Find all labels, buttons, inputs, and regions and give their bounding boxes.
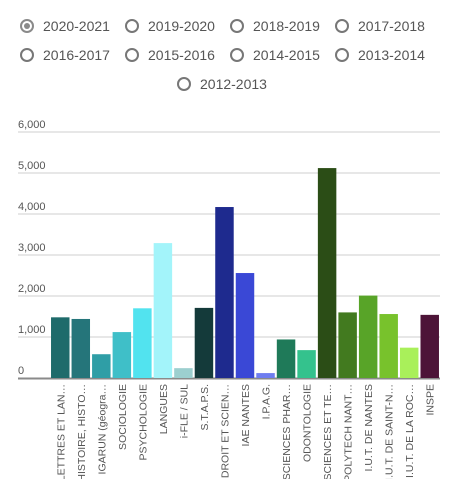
bar-2[interactable] (71, 318, 91, 378)
x-tick-label: I.U.T. DE SAINT-N… (384, 384, 396, 479)
bar-4[interactable] (112, 332, 132, 378)
radio-circle-icon[interactable] (177, 77, 191, 91)
bar-5[interactable] (133, 308, 152, 378)
x-tick-label: PSYCHOLOGIE (137, 384, 149, 460)
radio-circle-icon[interactable] (20, 48, 34, 62)
bar-1[interactable] (51, 317, 70, 378)
y-axis: 0 1,000 2,000 3,000 4,000 5,000 6,000 (18, 119, 46, 377)
radio-circle-icon[interactable] (125, 19, 139, 33)
y-tick-label: 3,000 (18, 242, 46, 254)
year-label: 2015-2016 (148, 47, 215, 63)
year-label: 2020-2021 (43, 18, 110, 34)
y-tick-label: 1,000 (18, 324, 46, 336)
radio-circle-icon[interactable] (230, 19, 244, 33)
year-option-2018-2019[interactable]: 2018-2019 (230, 14, 320, 38)
x-tick-label: POLYTECH NANT… (343, 384, 355, 479)
year-option-2016-2017[interactable]: 2016-2017 (20, 43, 110, 67)
year-option-2014-2015[interactable]: 2014-2015 (230, 43, 320, 67)
y-tick-label: 0 (18, 365, 24, 377)
bar-9[interactable] (215, 207, 234, 378)
year-label: 2012-2013 (200, 76, 267, 92)
bar-chart: 0 1,000 2,000 3,000 4,000 5,000 6,000 LETTRES … (18, 119, 440, 479)
x-tick-label: IAE NANTES (240, 384, 252, 446)
bar-17[interactable] (379, 314, 398, 378)
year-option-2020-2021[interactable]: 2020-2021 (20, 14, 110, 38)
y-tick-label: 4,000 (18, 201, 46, 213)
year-label: 2014-2015 (253, 47, 320, 63)
year-label: 2017-2018 (358, 18, 425, 34)
x-axis: LETTRES ET LAN… HISTOIRE, HISTO… IGARUN (g… (55, 384, 436, 479)
year-label: 2019-2020 (148, 18, 215, 34)
x-tick-label: I.U.T. DE NANTES (363, 384, 375, 472)
x-tick-label: INSPE (425, 384, 437, 416)
x-tick-label: HISTOIRE, HISTO… (76, 384, 88, 479)
year-option-2017-2018[interactable]: 2017-2018 (335, 14, 425, 38)
y-tick-label: 2,000 (18, 283, 46, 295)
x-tick-label: I.U.T. DE LA ROC… (404, 384, 416, 478)
bar-13[interactable] (297, 350, 316, 378)
bars (51, 168, 439, 378)
x-tick-label: I.P.A.G. (261, 384, 273, 419)
x-tick-label: SCIENCES PHAR… (281, 384, 293, 479)
bar-10[interactable] (235, 273, 255, 378)
year-option-2012-2013[interactable]: 2012-2013 (177, 72, 267, 96)
radio-circle-icon[interactable] (335, 19, 349, 33)
bar-11[interactable] (256, 373, 275, 378)
x-tick-label: LETTRES ET LAN… (55, 384, 67, 479)
y-tick-label: 6,000 (18, 119, 46, 131)
x-tick-label: ODONTOLOGIE (302, 384, 314, 462)
x-tick-label: SOCIOLOGIE (117, 384, 129, 450)
x-tick-label: S.T.A.P.S. (199, 384, 211, 431)
year-option-2019-2020[interactable]: 2019-2020 (125, 14, 215, 38)
x-tick-label: IGARUN (géogra… (96, 384, 108, 474)
bar-12[interactable] (276, 339, 296, 378)
x-tick-label: i-FLE / SUL (178, 384, 190, 438)
bar-18[interactable] (399, 347, 419, 378)
year-radio-group: 2020-2021 2019-2020 2018-2019 2017-2018 2016… (0, 0, 461, 112)
bar-16[interactable] (358, 295, 378, 378)
x-tick-label: LANGUES (158, 384, 170, 434)
bar-3[interactable] (92, 354, 111, 378)
bar-6[interactable] (153, 243, 173, 378)
x-tick-label: DROIT ET SCIEN… (219, 384, 231, 478)
year-option-2013-2014[interactable]: 2013-2014 (335, 43, 425, 67)
bar-8[interactable] (194, 307, 214, 378)
bar-15[interactable] (338, 312, 357, 378)
radio-circle-icon[interactable] (125, 48, 139, 62)
year-label: 2016-2017 (43, 47, 110, 63)
bar-14[interactable] (317, 168, 337, 378)
year-label: 2013-2014 (358, 47, 425, 63)
x-tick-label: SCIENCES ET TE… (322, 384, 334, 479)
year-option-2015-2016[interactable]: 2015-2016 (125, 43, 215, 67)
bar-7[interactable] (174, 368, 193, 378)
radio-circle-icon[interactable] (20, 19, 34, 33)
y-tick-label: 5,000 (18, 160, 46, 172)
radio-circle-icon[interactable] (335, 48, 349, 62)
bar-19[interactable] (420, 314, 439, 378)
year-label: 2018-2019 (253, 18, 320, 34)
gridlines (18, 131, 440, 380)
radio-circle-icon[interactable] (230, 48, 244, 62)
